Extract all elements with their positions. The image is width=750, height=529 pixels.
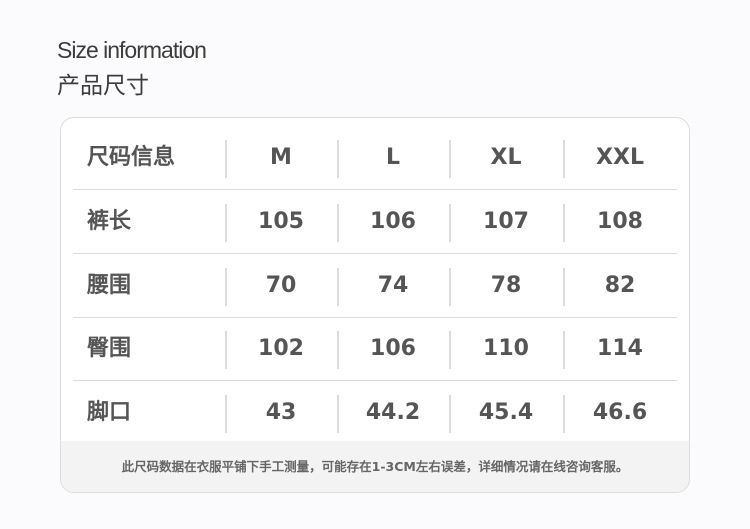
divider (225, 331, 227, 369)
divider (449, 267, 451, 306)
title-chinese: 产品尺寸 (57, 73, 149, 99)
header-cell: M (270, 145, 292, 170)
table-cell: 78 (490, 272, 522, 298)
table-cell: 43 (265, 399, 297, 425)
header-cell: XXL (596, 145, 644, 170)
table-cell: 44.2 (365, 399, 421, 425)
header-cell: L (385, 145, 401, 170)
divider (563, 394, 565, 433)
header-cell: XL (490, 145, 522, 170)
table-cell: 106 (370, 209, 416, 234)
divider (337, 331, 339, 369)
header-cell: 尺码信息 (87, 145, 176, 170)
divider (225, 394, 227, 433)
divider (225, 204, 227, 242)
divider (563, 331, 565, 369)
table-row: 臀围 102 106 110 114 (73, 317, 677, 381)
divider (337, 140, 339, 178)
table-cell: 82 (604, 272, 636, 298)
row-label: 臀围 (87, 336, 132, 361)
divider (449, 140, 451, 178)
table-cell: 110 (483, 336, 529, 361)
table-cell: 105 (258, 209, 304, 234)
size-table: 尺码信息 M L XL XXL 裤长 105 106 107 108 腰围 70 74 78 82… (60, 117, 690, 493)
divider (449, 331, 451, 369)
divider (563, 267, 565, 306)
row-label: 腰围 (87, 272, 132, 298)
table-row: 裤长 105 106 107 108 (73, 190, 677, 254)
table-header-row: 尺码信息 M L XL XXL (73, 126, 677, 190)
table-cell: 102 (258, 336, 304, 361)
divider (449, 394, 451, 433)
divider (563, 204, 565, 242)
table-cell: 74 (377, 272, 409, 298)
table-cell: 107 (483, 209, 529, 234)
divider (337, 204, 339, 242)
divider (563, 140, 565, 178)
table-cell: 106 (370, 336, 416, 361)
table-row: 腰围 70 74 78 82 (73, 254, 677, 318)
measurement-note: 此尺码数据在衣服平铺下手工测量，可能存在1-3CM左右误差，详细情况请在线咨询客… (61, 441, 689, 492)
table-cell: 46.6 (592, 399, 648, 425)
table-cell: 70 (265, 272, 297, 298)
divider (225, 140, 227, 178)
table-cell: 114 (597, 336, 643, 361)
row-label: 脚口 (87, 399, 132, 425)
divider (337, 394, 339, 433)
table-row: 脚口 43 44.2 45.4 46.6 (73, 381, 677, 444)
divider (449, 204, 451, 242)
table-cell: 108 (597, 209, 643, 234)
divider (225, 267, 227, 306)
row-label: 裤长 (87, 209, 132, 234)
divider (337, 267, 339, 306)
table-cell: 45.4 (478, 399, 534, 425)
title-english: Size information (57, 37, 207, 63)
